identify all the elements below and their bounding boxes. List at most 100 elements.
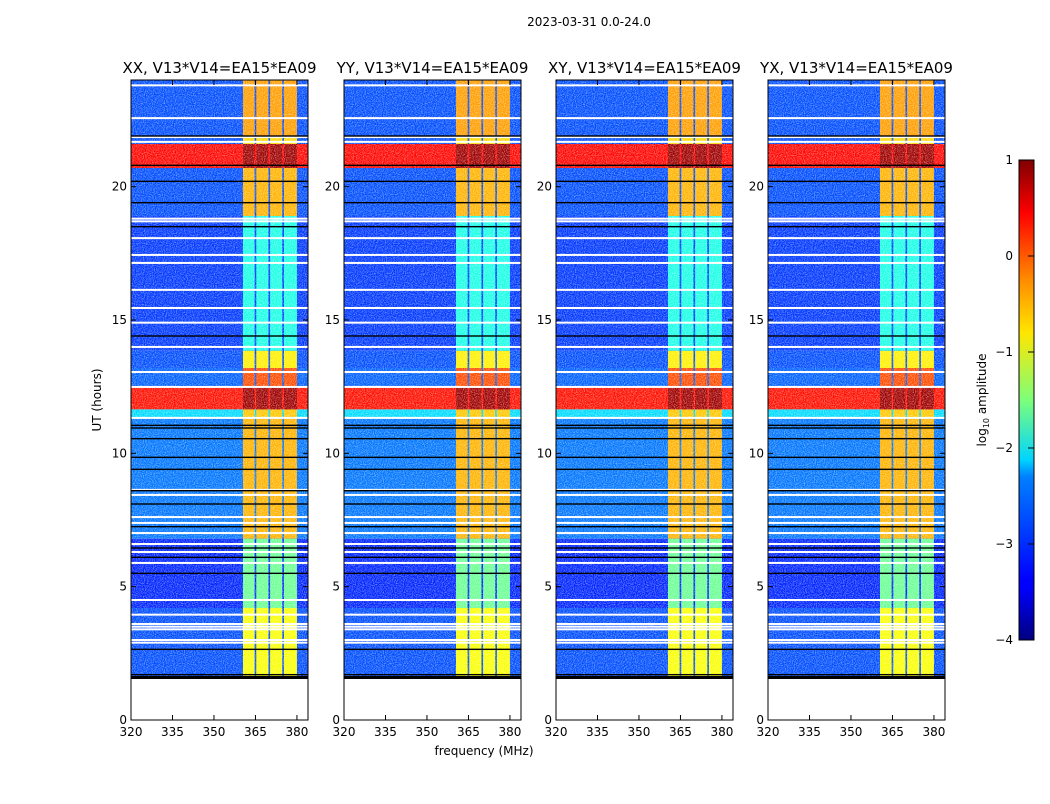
flagged-row (131, 625, 308, 628)
gap-row (556, 503, 733, 505)
flagged-row (344, 237, 521, 240)
gap-row (344, 525, 521, 528)
x-tick-label: 335 (374, 725, 397, 739)
gap-row (131, 427, 308, 429)
gap-row (556, 225, 733, 228)
gap-row (768, 503, 945, 505)
y-tick-label: 5 (119, 580, 127, 594)
y-tick-label: 0 (756, 713, 764, 727)
y-tick-label: 0 (544, 713, 552, 727)
figure-title: 2023-03-31 0.0-24.0 (527, 15, 651, 29)
gap-row (131, 424, 308, 427)
colorbar-gradient (1018, 159, 1035, 641)
colorbar-label: log10 amplitude (975, 354, 991, 447)
flagged-row (344, 599, 521, 601)
gap-row (556, 556, 733, 559)
flagged-row (768, 516, 945, 519)
flagged-row (344, 416, 521, 419)
panel-title: XX, V13*V14=EA15*EA09 (122, 59, 316, 77)
gap-row (556, 468, 733, 471)
flagged-row (131, 385, 308, 388)
data-start-line (344, 676, 521, 679)
data-start-line (556, 676, 733, 679)
panel-xy: XY, V13*V14=EA15*EA09 320 335 350 365 380 0 5 10… (537, 59, 741, 739)
flagged-row (131, 521, 308, 524)
gap-row (344, 424, 521, 427)
gap-row (344, 468, 521, 471)
gap-row (768, 673, 945, 676)
x-tick-label: 350 (840, 725, 863, 739)
flagged-row (344, 385, 521, 388)
flagged-row (344, 261, 521, 264)
flagged-row (131, 307, 308, 309)
colorbar-tick-label: −3 (995, 537, 1013, 551)
data-start-line (768, 676, 945, 679)
y-tick-label: 0 (119, 713, 127, 727)
gap-row (556, 424, 733, 427)
gap-row (131, 556, 308, 559)
flagged-row (131, 543, 308, 545)
flagged-row (768, 237, 945, 240)
y-tick-label: 20 (112, 180, 127, 194)
gap-row (131, 180, 308, 183)
gap-row (768, 489, 945, 492)
flagged-row (131, 288, 308, 291)
colorbar-tick-label: −4 (995, 633, 1013, 647)
gap-row (344, 648, 521, 651)
flagged-row (556, 613, 733, 616)
flagged-row (131, 639, 308, 641)
flagged-row (768, 371, 945, 373)
gap-row (768, 525, 945, 528)
gap-row (131, 135, 308, 137)
x-tick-label: 320 (757, 725, 780, 739)
gap-row (768, 135, 945, 137)
x-tick-label: 320 (545, 725, 568, 739)
flagged-row (556, 140, 733, 143)
gap-row (556, 164, 733, 167)
flagged-row (131, 117, 308, 120)
gap-row (344, 427, 521, 429)
gap-row (344, 201, 521, 204)
flagged-row (768, 84, 945, 87)
x-tick-label: 335 (586, 725, 609, 739)
gap-row (131, 547, 308, 549)
gap-row (768, 201, 945, 204)
gap-row (344, 135, 521, 137)
y-axis-label: UT (hours) (90, 368, 104, 431)
flagged-row (344, 140, 521, 143)
panel-title: XY, V13*V14=EA15*EA09 (548, 59, 741, 77)
flagged-row (131, 628, 308, 631)
x-tick-label: 380 (498, 725, 521, 739)
flagged-row (344, 561, 521, 564)
y-tick-label: 10 (325, 446, 340, 460)
flagged-row (768, 532, 945, 535)
flagged-row (131, 136, 308, 139)
flagged-row (344, 532, 521, 535)
flagged-row (131, 84, 308, 87)
flagged-row (556, 253, 733, 256)
flagged-row (768, 307, 945, 309)
x-axis-label: frequency (MHz) (434, 744, 533, 758)
flagged-row (556, 217, 733, 220)
flagged-row (131, 488, 308, 491)
flagged-row (768, 561, 945, 564)
flagged-row (768, 117, 945, 120)
flagged-row (768, 321, 945, 324)
panel-frame (343, 79, 522, 721)
flagged-row (344, 628, 521, 631)
heatmap-noise (131, 80, 308, 676)
colorbar-tick-label: 0 (1005, 249, 1013, 263)
flagged-row (556, 521, 733, 524)
flagged-row (344, 117, 521, 120)
flagged-row (131, 220, 308, 223)
flagged-row (768, 416, 945, 419)
gap-row (344, 547, 521, 549)
x-tick-label: 350 (416, 725, 439, 739)
gap-row (344, 556, 521, 559)
gap-row (131, 648, 308, 651)
gap-row (344, 164, 521, 167)
flagged-row (344, 371, 521, 373)
x-tick-label: 350 (628, 725, 651, 739)
flagged-row (768, 613, 945, 616)
gap-row (344, 489, 521, 492)
